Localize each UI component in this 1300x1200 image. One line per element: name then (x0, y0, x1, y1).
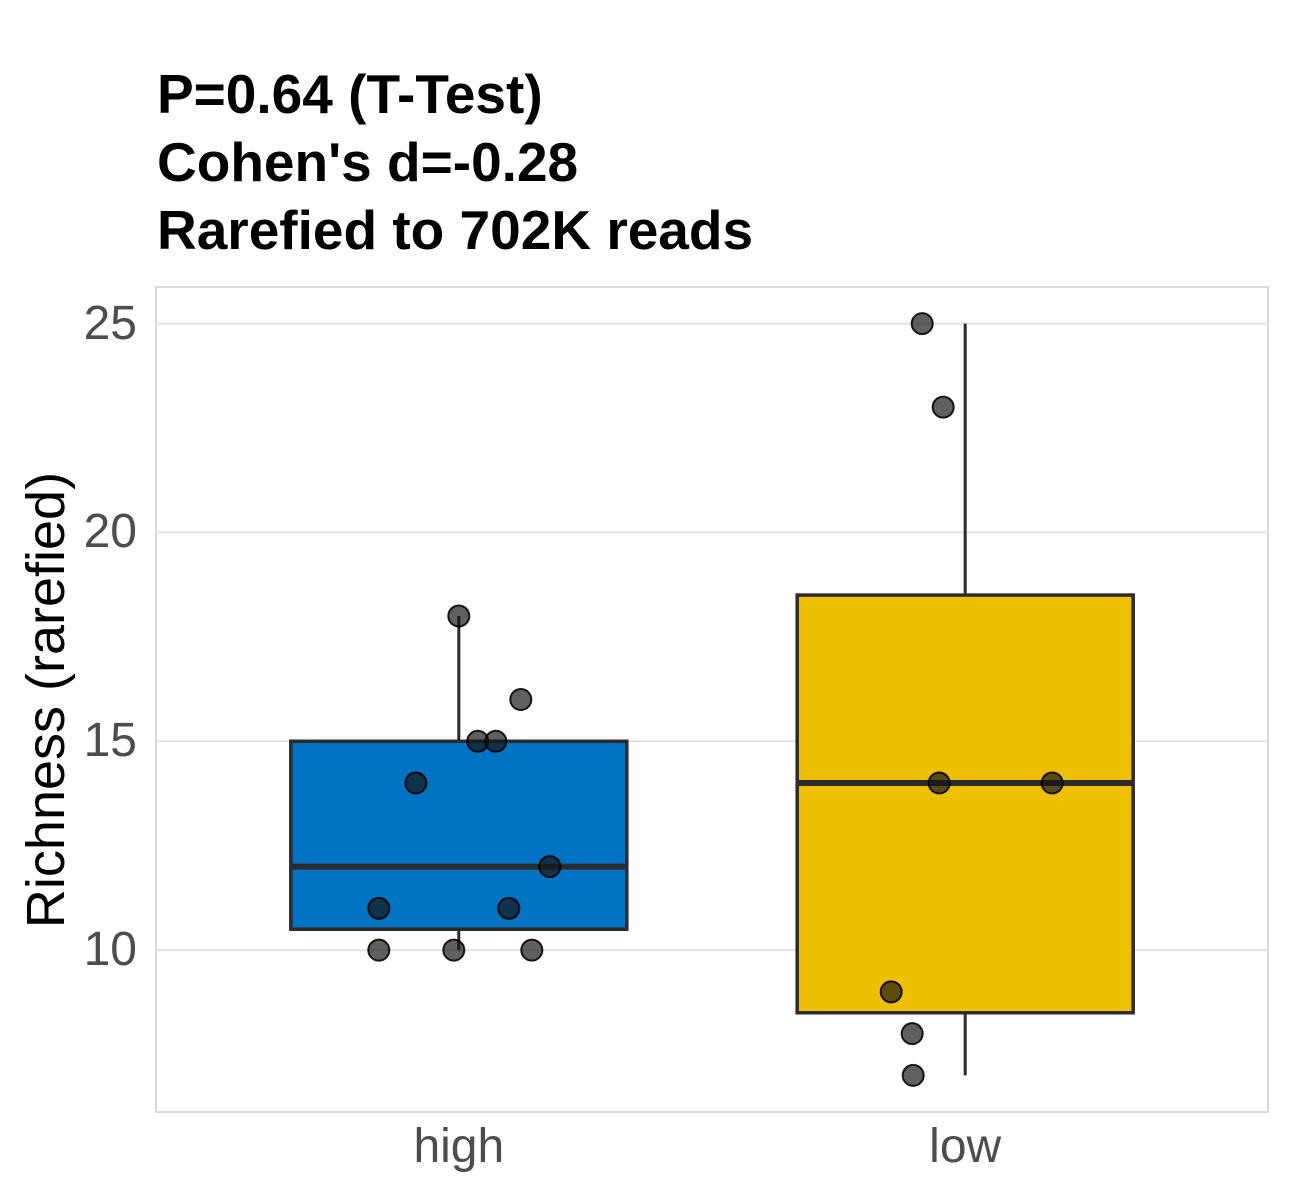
jitter-point-low-23 (931, 395, 955, 419)
plot-title: P=0.64 (T-Test) Cohen's d=-0.28 Rarefied… (157, 60, 753, 264)
y-tick-label-10: 10 (83, 923, 137, 977)
title-line-rarefied: Rarefied to 702K reads (157, 199, 754, 261)
jitter-point-low-9 (879, 980, 903, 1004)
jitter-point-high-15 (484, 729, 508, 753)
jitter-point-low-7 (901, 1063, 925, 1087)
plot-panel (155, 286, 1269, 1113)
jitter-point-high-11 (497, 896, 521, 920)
box-low (795, 593, 1135, 1015)
jitter-point-low-8 (900, 1022, 924, 1046)
y-tick-label-15: 15 (83, 714, 137, 768)
box-high (289, 739, 629, 931)
x-tick-label-low: low (929, 1120, 1002, 1173)
jitter-point-low-14 (1040, 771, 1064, 795)
y-tick-label-20: 20 (83, 505, 137, 559)
jitter-point-high-10 (520, 938, 544, 962)
jitter-point-high-12 (538, 855, 562, 879)
y-tick-label-25: 25 (83, 296, 137, 350)
jitter-point-high-11 (367, 896, 391, 920)
jitter-point-high-10 (367, 938, 391, 962)
jitter-point-low-14 (927, 771, 951, 795)
title-line-pvalue: P=0.64 (T-Test) (157, 63, 543, 125)
x-tick-label-high: high (413, 1120, 505, 1173)
jitter-point-high-16 (509, 688, 533, 711)
panel-border (155, 286, 1269, 1113)
jitter-point-low-25 (910, 312, 934, 336)
jitter-point-high-10 (442, 938, 466, 962)
title-line-cohens-d: Cohen's d=-0.28 (157, 131, 579, 193)
jitter-point-high-14 (404, 771, 428, 795)
jitter-point-high-18 (447, 604, 471, 628)
